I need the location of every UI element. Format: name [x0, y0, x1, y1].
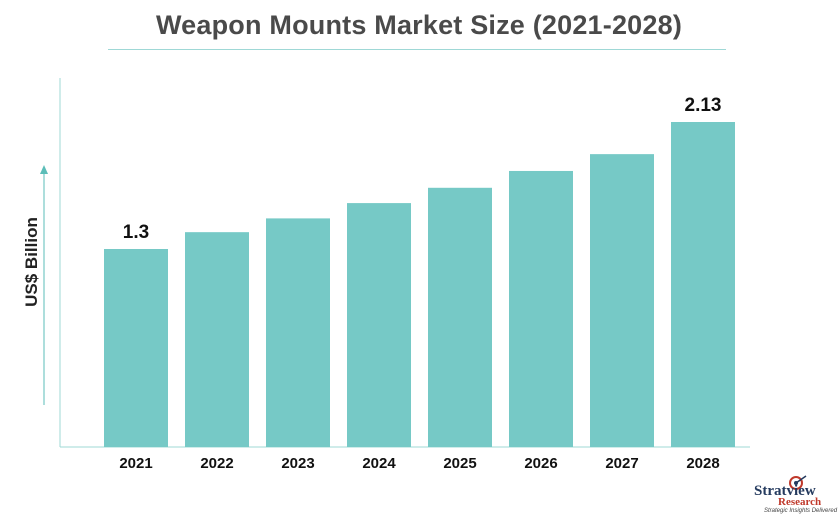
data-label-2028: 2.13 [685, 95, 722, 116]
x-tick-2027: 2027 [605, 455, 638, 472]
bar-2028 [671, 122, 735, 447]
x-tick-labels: 2021 2022 2023 2024 2025 2026 2027 2028 [119, 455, 719, 472]
x-tick-2022: 2022 [200, 455, 233, 472]
logo-sub-text: Research [778, 496, 822, 508]
data-labels: 1.3 2.13 [123, 95, 722, 243]
x-tick-2028: 2028 [686, 455, 719, 472]
bar-2023 [266, 218, 330, 447]
bar-2024 [347, 203, 411, 447]
stratview-logo: Stratview Research Strategic Insights De… [738, 474, 837, 516]
logo-tagline: Strategic Insights Delivered [764, 508, 838, 514]
x-tick-2023: 2023 [281, 455, 314, 472]
bars-group [104, 122, 735, 448]
x-tick-2021: 2021 [119, 455, 152, 472]
bar-2022 [185, 232, 249, 447]
bar-2026 [509, 170, 573, 447]
logo-brand-text: Stratview [754, 483, 816, 499]
x-tick-2025: 2025 [443, 455, 476, 472]
y-axis-arrow-head [40, 165, 48, 174]
x-tick-2024: 2024 [362, 455, 396, 472]
title-divider [108, 49, 726, 50]
target-logo-icon [789, 475, 807, 490]
x-tick-2026: 2026 [524, 455, 557, 472]
bar-2025 [428, 187, 492, 448]
bar-2027 [590, 154, 654, 448]
data-label-2021: 1.3 [123, 222, 149, 243]
chart-title: Weapon Mounts Market Size (2021-2028) [155, 10, 683, 40]
bar-2021 [104, 249, 168, 447]
